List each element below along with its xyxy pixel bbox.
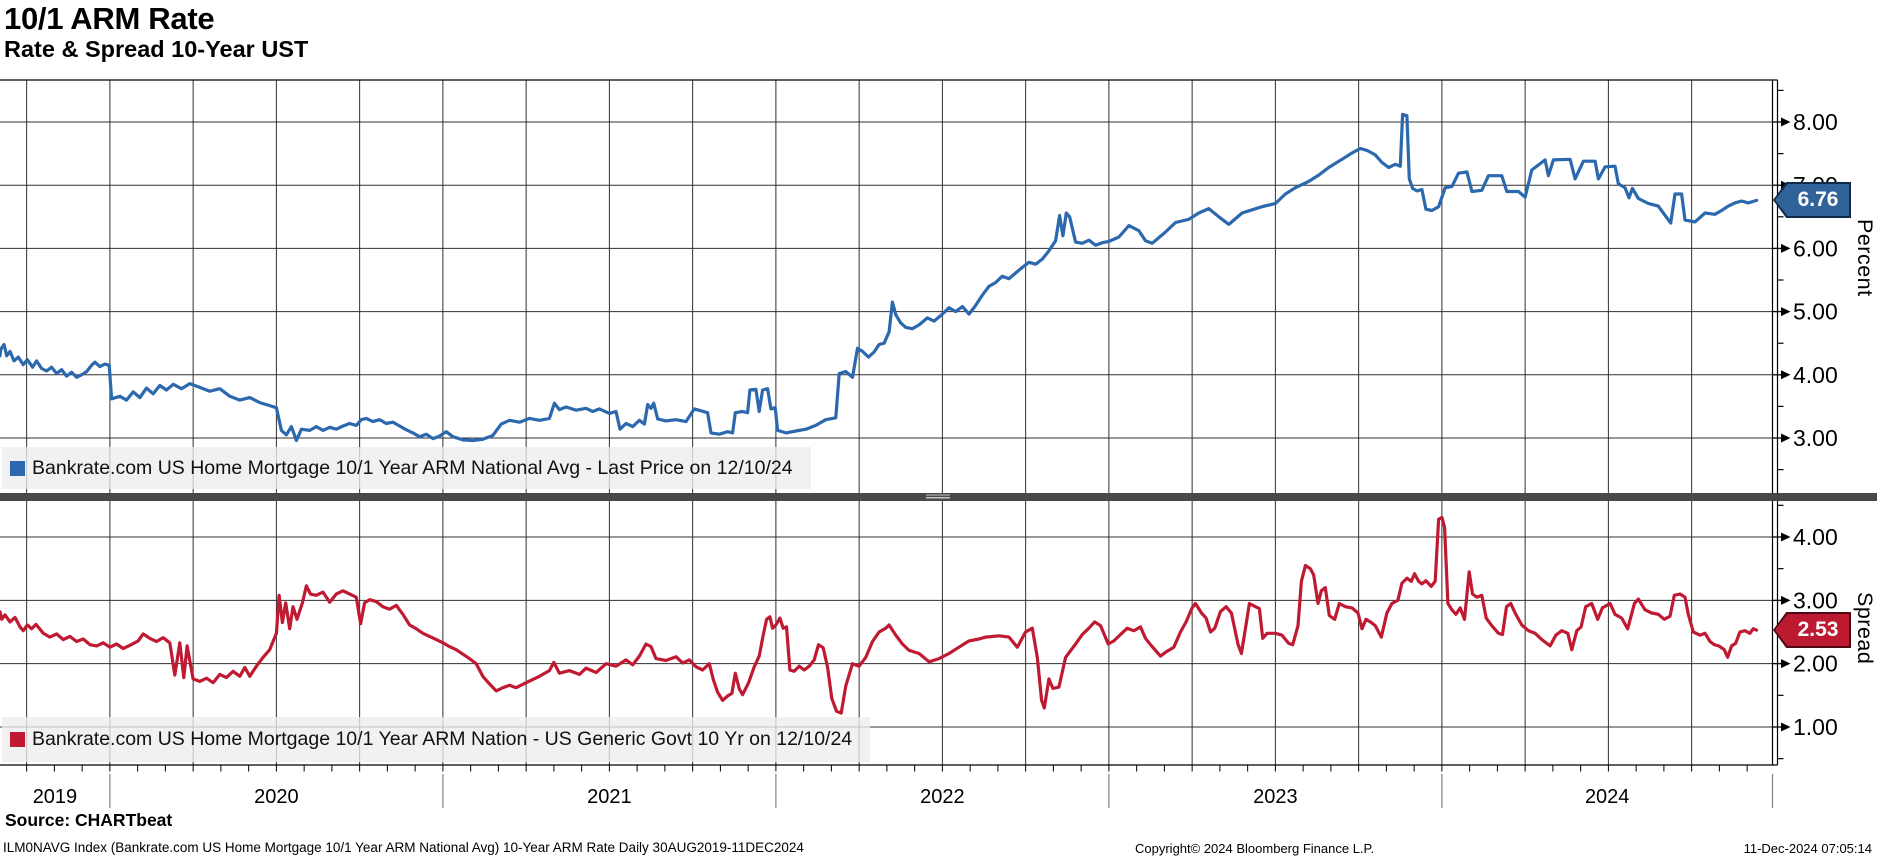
year-tick-label: 2021	[587, 786, 632, 808]
page-title: 10/1 ARM Rate	[4, 1, 215, 36]
percent-tick-label: 8.00	[1793, 109, 1838, 135]
spread-tick-label: 2.00	[1793, 651, 1838, 677]
spread-legend-label: Bankrate.com US Home Mortgage 10/1 Year …	[32, 728, 853, 750]
tick-arrow-icon	[1781, 307, 1791, 317]
tick-arrow-icon	[1781, 370, 1791, 380]
year-tick-label: 2022	[920, 786, 965, 808]
panel-divider-grip[interactable]	[926, 493, 950, 501]
rate-last-price-tag: 6.76	[1773, 182, 1851, 218]
spread-axis-title: Spread	[1853, 591, 1877, 665]
year-tick-label: 2024	[1585, 786, 1630, 808]
spread-last-price-value: 2.53	[1797, 618, 1839, 641]
footer-copyright: Copyright© 2024 Bloomberg Finance L.P.	[1135, 841, 1375, 856]
spread-tick-label: 1.00	[1793, 714, 1838, 740]
rate-series-line	[0, 112, 1759, 443]
tick-arrow-icon	[1781, 722, 1791, 732]
spread-tick-label: 3.00	[1793, 587, 1838, 613]
tick-arrow-icon	[1781, 433, 1791, 443]
percent-tick-label: 5.00	[1793, 299, 1838, 325]
legend-spread[interactable]: Bankrate.com US Home Mortgage 10/1 Year …	[2, 717, 871, 762]
year-tick-label: 2020	[254, 786, 299, 808]
rate-last-price-value: 6.76	[1797, 188, 1839, 211]
gridlines	[0, 80, 1773, 765]
tick-arrow-icon	[1781, 243, 1791, 253]
tick-arrow-icon	[1781, 117, 1791, 127]
year-tick-label: 2023	[1253, 786, 1298, 808]
spread-series-line	[0, 515, 1759, 715]
spread-last-price-tag: 2.53	[1773, 612, 1851, 648]
source-line: Source: CHARTbeat	[5, 810, 173, 830]
year-tick-label: 2019	[33, 786, 78, 808]
axes: 3.004.005.006.007.008.001.002.003.004.00…	[0, 79, 1877, 808]
rate-legend-label: Bankrate.com US Home Mortgage 10/1 Year …	[32, 456, 793, 479]
spread-legend-swatch-icon	[10, 732, 25, 747]
tick-arrow-icon	[1781, 532, 1791, 542]
tick-arrow-icon	[1781, 595, 1791, 605]
percent-tick-label: 4.00	[1793, 362, 1838, 388]
footer-description: ILM0NAVG Index (Bankrate.com US Home Mor…	[3, 840, 804, 855]
rate-legend-swatch-icon	[10, 460, 25, 476]
percent-tick-label: 6.00	[1793, 235, 1838, 261]
footer-timestamp: 11-Dec-2024 07:05:14	[1743, 841, 1872, 856]
page-subtitle: Rate & Spread 10-Year UST	[4, 36, 309, 62]
tick-arrow-icon	[1781, 659, 1791, 669]
percent-tick-label: 3.00	[1793, 425, 1838, 451]
series	[0, 112, 1759, 715]
spread-tick-label: 4.00	[1793, 524, 1838, 550]
percent-axis-title: Percent	[1853, 219, 1877, 297]
legend-rate[interactable]: Bankrate.com US Home Mortgage 10/1 Year …	[2, 447, 811, 489]
